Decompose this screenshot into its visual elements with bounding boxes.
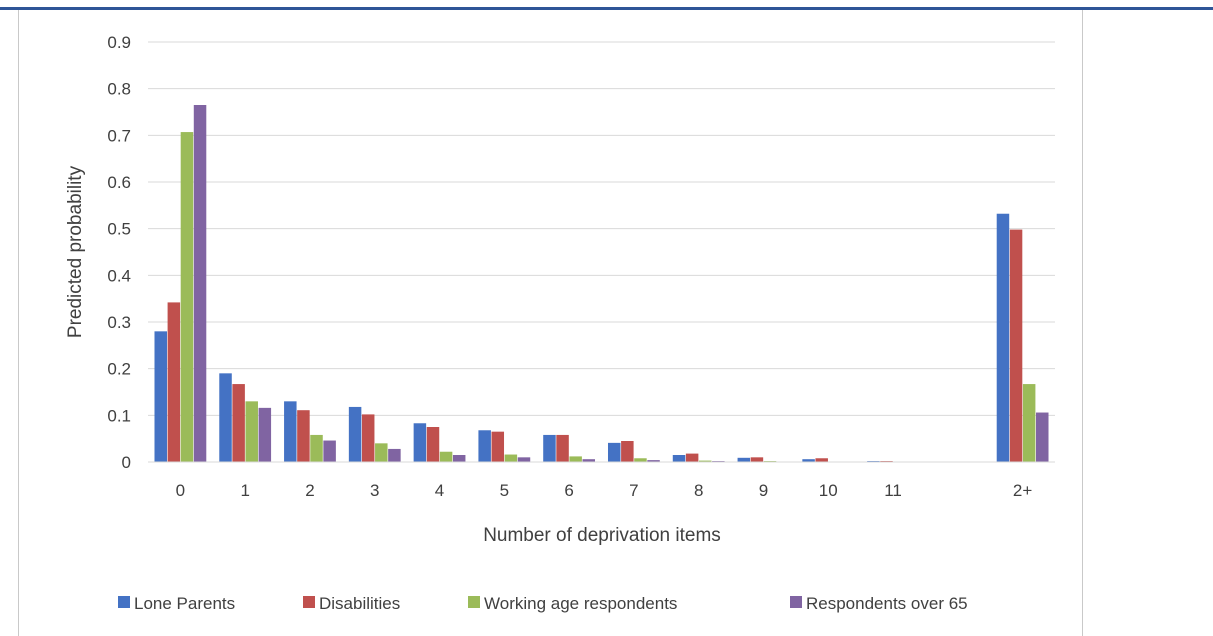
bar [154,331,167,462]
bar [219,373,232,462]
y-tick-label: 0.4 [107,266,131,285]
x-tick-label: 2 [305,481,314,500]
y-axis-title: Predicted probability [65,165,86,338]
bar [543,434,556,462]
legend-label: Lone Parents [134,594,235,613]
bar [607,442,621,462]
y-tick-label: 0 [122,453,131,472]
bar [426,427,440,462]
chart-frame-right [1082,10,1083,636]
x-tick-label: 10 [819,481,838,500]
bar [258,407,272,462]
legend-item: Disabilities [303,594,400,613]
x-tick-labels: 0 1 2 3 4 5 6 7 8 9 10 11 2+ [176,481,1033,500]
bar [504,454,518,462]
x-tick-label: 0 [176,481,185,500]
legend-swatch [468,596,480,608]
top-rule [0,7,1213,10]
x-tick-label: 7 [629,481,638,500]
x-tick-label: 9 [759,481,768,500]
bar [297,410,310,462]
bar [815,458,828,462]
legend-item: Lone Parents [118,594,235,613]
x-axis-title: Number of deprivation items [483,525,721,546]
y-tick-label: 0.1 [107,406,131,425]
bar [323,440,336,462]
x-tick-label: 2+ [1013,481,1032,500]
bar [439,451,453,462]
y-tick-label: 0.9 [107,33,131,52]
bar [180,132,194,463]
bar [310,434,323,462]
bar [491,431,505,462]
bar [375,443,388,462]
x-tick-label: 5 [500,481,509,500]
bar [996,213,1010,462]
bar [634,458,647,462]
bar [582,459,596,462]
y-tick-label: 0.5 [107,220,131,239]
bar [167,302,181,462]
gridlines [148,41,1055,416]
y-tick-label: 0.7 [107,126,131,145]
bar [361,414,375,462]
legend-swatch [790,596,802,608]
bar [413,423,427,462]
bar [348,406,362,462]
bar [284,401,297,462]
bar [672,455,686,462]
bar [750,457,764,462]
bar [388,448,401,462]
x-tick-label: 4 [435,481,444,500]
bar [232,384,245,462]
bar [193,105,207,462]
bar [1022,384,1036,462]
y-tick-label: 0.3 [107,313,131,332]
x-tick-label: 6 [564,481,573,500]
chart-frame-left [18,10,19,636]
legend-item: Respondents over 65 [790,594,968,613]
legend-item: Working age respondents [468,594,677,613]
bar [478,430,491,462]
y-tick-label: 0.2 [107,360,131,379]
bar [737,457,751,462]
legend-swatch [303,596,315,608]
bar [556,434,569,462]
bar [1036,412,1049,462]
bar [1009,229,1023,462]
y-tick-labels: 0 0.1 0.2 0.3 0.4 0.5 0.6 0.7 0.8 0.9 [107,33,131,472]
y-tick-label: 0.8 [107,80,131,99]
legend: Lone Parents Disabilities Working age resp… [118,594,968,613]
bar [452,455,466,462]
legend-label: Respondents over 65 [806,594,968,613]
x-tick-label: 3 [370,481,379,500]
bar [802,459,815,462]
y-tick-label: 0.6 [107,173,131,192]
bar [517,457,531,462]
legend-swatch [118,596,130,608]
legend-label: Disabilities [319,594,400,613]
bar [698,460,712,462]
x-tick-label: 1 [240,481,249,500]
bar [569,456,582,462]
bar [647,460,660,462]
bar [245,401,258,462]
bars [154,105,1049,463]
bar [685,453,699,462]
legend-label: Working age respondents [484,594,677,613]
x-tick-label: 8 [694,481,703,500]
x-tick-label: 11 [884,481,902,500]
bar [621,441,634,462]
